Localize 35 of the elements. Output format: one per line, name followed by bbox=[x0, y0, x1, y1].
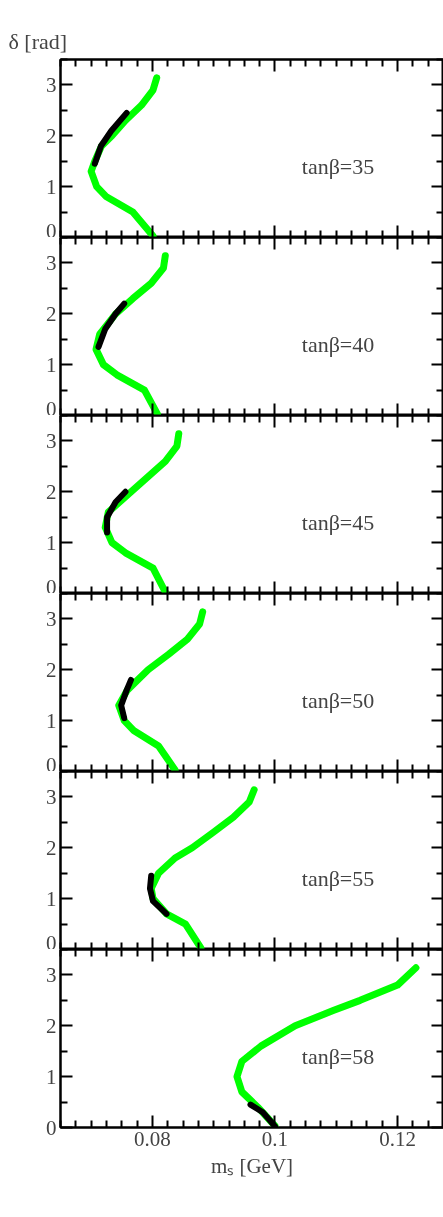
x-tick-label: 0.08 bbox=[134, 1126, 171, 1151]
annotation: tanβ=58 bbox=[301, 1043, 375, 1069]
y-tick-label: 2 bbox=[46, 657, 57, 682]
y-tick-label: 3 bbox=[46, 72, 57, 97]
annotation: tanβ=35 bbox=[301, 153, 375, 179]
x-tick-label: 0.1 bbox=[261, 1126, 289, 1151]
y-tick-label: 1 bbox=[46, 530, 57, 555]
x-axis-title: mₛ [GeV] bbox=[210, 1153, 294, 1178]
y-tick-label: 0 bbox=[46, 218, 57, 243]
y-tick-label: 2 bbox=[46, 123, 57, 148]
y-tick-label: 2 bbox=[46, 835, 57, 860]
y-tick-label: 0 bbox=[46, 574, 57, 599]
annotation: tanβ=40 bbox=[301, 331, 375, 357]
y-tick-label: 0 bbox=[46, 1115, 57, 1140]
y-tick-label: 1 bbox=[46, 174, 57, 199]
y-tick-label: 1 bbox=[46, 352, 57, 377]
y-tick-label: 3 bbox=[46, 962, 57, 987]
x-tick-label: 0.12 bbox=[379, 1126, 416, 1151]
y-tick-label: 3 bbox=[46, 250, 57, 275]
annotation: tanβ=55 bbox=[301, 865, 375, 891]
y-tick-label: 3 bbox=[46, 428, 57, 453]
y-tick-label: 3 bbox=[46, 784, 57, 809]
y-axis-title: δ [rad] bbox=[8, 28, 68, 54]
y-tick-label: 2 bbox=[46, 479, 57, 504]
y-tick-label: 2 bbox=[46, 1013, 57, 1038]
annotation: tanβ=45 bbox=[301, 509, 375, 535]
y-tick-label: 1 bbox=[46, 886, 57, 911]
y-tick-label: 1 bbox=[46, 1064, 57, 1089]
annotation: tanβ=50 bbox=[301, 687, 375, 713]
y-tick-label: 2 bbox=[46, 301, 57, 326]
y-tick-label: 3 bbox=[46, 606, 57, 631]
y-tick-label: 1 bbox=[46, 708, 57, 733]
y-tick-label: 0 bbox=[46, 396, 57, 421]
y-tick-label: 0 bbox=[46, 930, 57, 955]
y-tick-label: 0 bbox=[46, 752, 57, 777]
